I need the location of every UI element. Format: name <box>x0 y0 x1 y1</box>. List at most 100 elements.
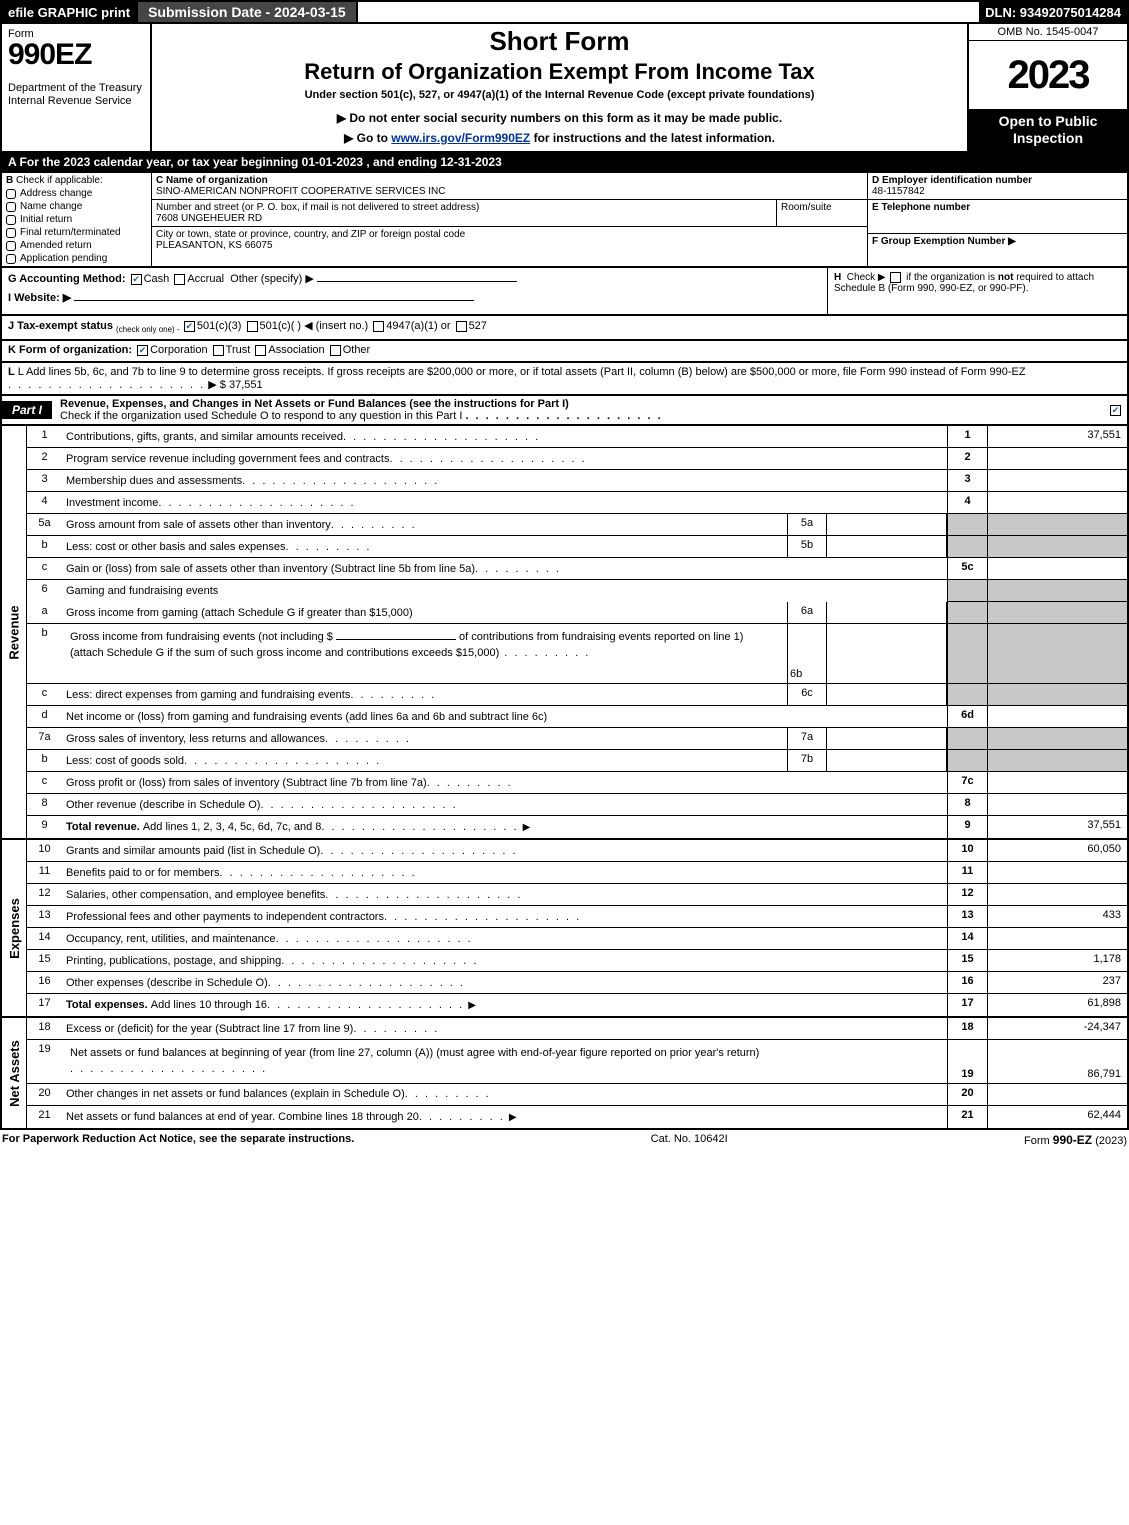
line-20: 20 Other changes in net assets or fund b… <box>27 1084 1127 1106</box>
line-6a: a Gross income from gaming (attach Sched… <box>27 602 1127 624</box>
line-9-value: 37,551 <box>987 816 1127 838</box>
checkbox-trust[interactable] <box>213 345 224 356</box>
line-6b: b Gross income from fundraising events (… <box>27 624 1127 684</box>
line-14: 14 Occupancy, rent, utilities, and maint… <box>27 928 1127 950</box>
checkbox-final-return[interactable]: Final return/terminated <box>6 227 147 238</box>
line-1: 1 Contributions, gifts, grants, and simi… <box>27 426 1127 448</box>
f-label: F Group Exemption Number ▶ <box>872 236 1016 247</box>
checkbox-schedule-o-part1[interactable] <box>1110 405 1121 416</box>
checkbox-icon <box>6 254 16 264</box>
checkbox-icon <box>6 215 16 225</box>
city-value: PLEASANTON, KS 66075 <box>156 240 273 251</box>
checkbox-schedule-b[interactable] <box>890 272 901 283</box>
line-19-value: 86,791 <box>987 1040 1127 1083</box>
top-bar: efile GRAPHIC print Submission Date - 20… <box>0 0 1129 24</box>
short-form-title: Short Form <box>160 26 959 57</box>
line-18-value: -24,347 <box>987 1018 1127 1039</box>
net-assets-table: Net Assets 18 Excess or (deficit) for th… <box>0 1018 1129 1130</box>
ein-block: D Employer identification number 48-1157… <box>868 173 1127 200</box>
line-13-value: 433 <box>987 906 1127 927</box>
line-7a-value <box>827 728 947 749</box>
line-21-value: 62,444 <box>987 1106 1127 1128</box>
column-def: D Employer identification number 48-1157… <box>867 173 1127 266</box>
line-3: 3 Membership dues and assessments 3 <box>27 470 1127 492</box>
line-8: 8 Other revenue (describe in Schedule O)… <box>27 794 1127 816</box>
form-footer-label: Form 990-EZ (2023) <box>1024 1133 1127 1147</box>
line-13: 13 Professional fees and other payments … <box>27 906 1127 928</box>
line-5a-value <box>827 514 947 535</box>
column-b-checkboxes: B Check if applicable: Address change Na… <box>2 173 152 266</box>
dots <box>465 410 662 422</box>
ssn-warning: ▶ Do not enter social security numbers o… <box>160 111 959 125</box>
line-14-value <box>987 928 1127 949</box>
checkbox-527[interactable] <box>456 321 467 332</box>
checkbox-icon <box>6 189 16 199</box>
checkbox-4947[interactable] <box>373 321 384 332</box>
checkbox-501c[interactable] <box>247 321 258 332</box>
line-15-value: 1,178 <box>987 950 1127 971</box>
other-specify-input[interactable] <box>317 281 517 282</box>
expenses-side-label: Expenses <box>2 840 27 1016</box>
part-1-title: Revenue, Expenses, and Changes in Net As… <box>60 396 1104 424</box>
line-6a-value <box>827 602 947 623</box>
form-header: Form 990EZ Department of the Treasury In… <box>0 24 1129 153</box>
line-6d-value <box>987 706 1127 727</box>
section-l: L L Add lines 5b, 6c, and 7b to line 9 t… <box>0 363 1129 396</box>
room-suite-label: Room/suite <box>777 200 867 226</box>
line-17: 17 Total expenses. Add lines 10 through … <box>27 994 1127 1016</box>
line-5c-value <box>987 558 1127 579</box>
checkbox-accrual[interactable] <box>174 274 185 285</box>
checkbox-application-pending[interactable]: Application pending <box>6 253 147 264</box>
checkbox-address-change[interactable]: Address change <box>6 188 147 199</box>
header-left-col: Form 990EZ Department of the Treasury In… <box>2 24 152 151</box>
line-11-value <box>987 862 1127 883</box>
l-amount: $ 37,551 <box>220 379 263 391</box>
g-accounting-method: G Accounting Method: Cash Accrual Other … <box>8 272 821 285</box>
line-6b-contribution-input[interactable] <box>336 639 456 640</box>
checkbox-initial-return[interactable]: Initial return <box>6 214 147 225</box>
section-bcdef: B Check if applicable: Address change Na… <box>0 173 1129 268</box>
d-label: D Employer identification number <box>872 175 1032 186</box>
form-number: 990EZ <box>8 38 144 72</box>
dots <box>8 379 205 391</box>
line-8-value <box>987 794 1127 815</box>
street-block: Number and street (or P. O. box, if mail… <box>152 200 867 227</box>
net-assets-side-label: Net Assets <box>2 1018 27 1128</box>
row-a-tax-year: A For the 2023 calendar year, or tax yea… <box>0 153 1129 173</box>
line-5a: 5a Gross amount from sale of assets othe… <box>27 514 1127 536</box>
checkbox-icon <box>6 241 16 251</box>
line-9: 9 Total revenue. Add lines 1, 2, 3, 4, 5… <box>27 816 1127 838</box>
header-center-col: Short Form Return of Organization Exempt… <box>152 24 967 151</box>
line-5b-value <box>827 536 947 557</box>
irs-link[interactable]: www.irs.gov/Form990EZ <box>391 131 530 145</box>
part-1-header: Part I Revenue, Expenses, and Changes in… <box>0 396 1129 426</box>
b-letter: B <box>6 175 13 186</box>
line-5b: b Less: cost or other basis and sales ex… <box>27 536 1127 558</box>
website-input[interactable] <box>74 300 474 301</box>
column-c-org-info: C Name of organization SINO-AMERICAN NON… <box>152 173 867 266</box>
line-7b-value <box>827 750 947 771</box>
line-1-value: 37,551 <box>987 426 1127 447</box>
checkbox-icon <box>6 228 16 238</box>
checkbox-association[interactable] <box>255 345 266 356</box>
line-6d: d Net income or (loss) from gaming and f… <box>27 706 1127 728</box>
checkbox-501c3[interactable] <box>184 321 195 332</box>
submission-date-label: Submission Date - 2024-03-15 <box>138 2 358 22</box>
city-label: City or town, state or province, country… <box>156 229 465 240</box>
checkbox-corporation[interactable] <box>137 345 148 356</box>
checkbox-amended-return[interactable]: Amended return <box>6 240 147 251</box>
h-schedule-b: H Check ▶ if the organization is not req… <box>827 268 1127 314</box>
checkbox-icon <box>6 202 16 212</box>
checkbox-name-change[interactable]: Name change <box>6 201 147 212</box>
e-label: E Telephone number <box>872 202 970 213</box>
line-16-value: 237 <box>987 972 1127 993</box>
line-6b-value <box>827 624 947 683</box>
efile-print-label[interactable]: efile GRAPHIC print <box>2 2 138 22</box>
checkbox-other-org[interactable] <box>330 345 341 356</box>
goto-instructions: ▶ Go to www.irs.gov/Form990EZ for instru… <box>160 131 959 145</box>
checkbox-cash[interactable] <box>131 274 142 285</box>
line-19: 19 Net assets or fund balances at beginn… <box>27 1040 1127 1084</box>
part-1-tag: Part I <box>2 401 52 419</box>
line-7c: c Gross profit or (loss) from sales of i… <box>27 772 1127 794</box>
page-footer: For Paperwork Reduction Act Notice, see … <box>0 1130 1129 1150</box>
